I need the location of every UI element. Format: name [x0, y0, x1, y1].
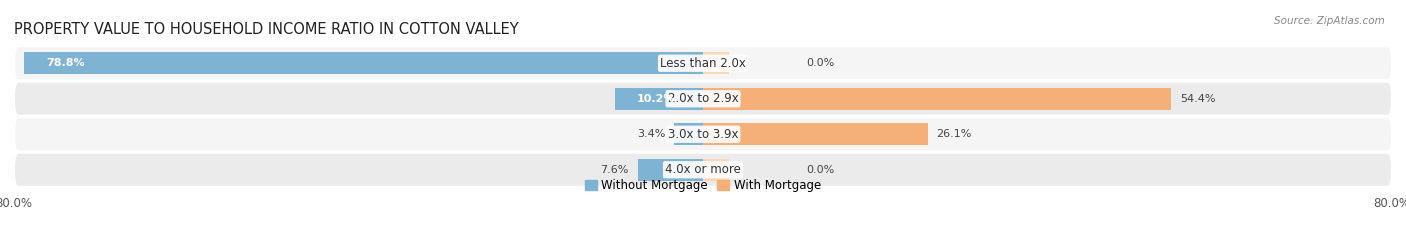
Text: 0.0%: 0.0%: [807, 58, 835, 68]
Text: 2.0x to 2.9x: 2.0x to 2.9x: [668, 92, 738, 105]
Text: 78.8%: 78.8%: [46, 58, 84, 68]
Text: PROPERTY VALUE TO HOUSEHOLD INCOME RATIO IN COTTON VALLEY: PROPERTY VALUE TO HOUSEHOLD INCOME RATIO…: [14, 22, 519, 37]
Bar: [616, 88, 703, 110]
Text: 7.6%: 7.6%: [600, 165, 628, 175]
FancyBboxPatch shape: [14, 153, 1392, 187]
FancyBboxPatch shape: [14, 46, 1392, 80]
Bar: [637, 159, 703, 181]
Bar: [703, 52, 728, 74]
Text: 4.0x or more: 4.0x or more: [665, 163, 741, 176]
FancyBboxPatch shape: [14, 82, 1392, 116]
Text: 3.0x to 3.9x: 3.0x to 3.9x: [668, 128, 738, 141]
FancyBboxPatch shape: [14, 117, 1392, 151]
Bar: [673, 123, 703, 145]
Bar: [703, 123, 928, 145]
Text: 0.0%: 0.0%: [807, 165, 835, 175]
Text: Source: ZipAtlas.com: Source: ZipAtlas.com: [1274, 16, 1385, 26]
Bar: [703, 159, 728, 181]
Text: Less than 2.0x: Less than 2.0x: [659, 57, 747, 70]
Bar: [24, 52, 703, 74]
Text: 26.1%: 26.1%: [936, 129, 972, 139]
Legend: Without Mortgage, With Mortgage: Without Mortgage, With Mortgage: [581, 175, 825, 197]
Text: 54.4%: 54.4%: [1180, 94, 1216, 104]
Bar: [703, 88, 1171, 110]
Text: 10.2%: 10.2%: [637, 94, 675, 104]
Text: 3.4%: 3.4%: [637, 129, 665, 139]
